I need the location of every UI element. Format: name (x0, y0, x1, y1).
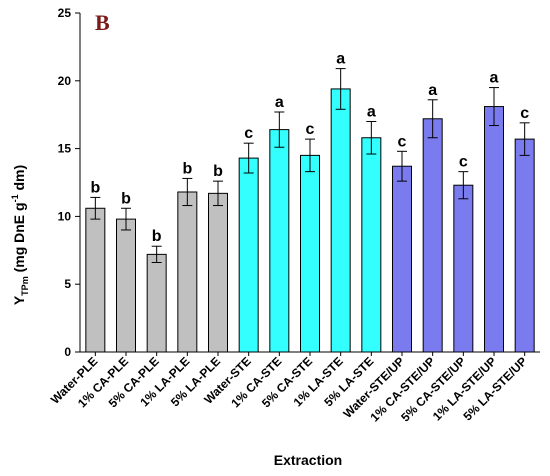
significance-label-5: c (244, 125, 253, 142)
bar-5 (238, 157, 259, 353)
bar-14 (514, 138, 535, 353)
y-axis-title: YTPm (mg DnE g-1 dm) (10, 165, 30, 305)
significance-label-12: c (459, 154, 468, 171)
significance-label-0: b (90, 179, 100, 196)
y-axis-title-rest: (mg DnE g (11, 202, 27, 276)
bar-8 (330, 88, 351, 353)
significance-label-1: b (121, 190, 131, 207)
significance-label-2: b (152, 228, 162, 245)
bar-9 (361, 137, 382, 353)
significance-label-9: a (367, 103, 376, 120)
y-tick-label-3: 15 (58, 142, 72, 156)
bar-0 (85, 207, 106, 353)
significance-label-13: a (490, 70, 499, 87)
y-axis-title-end: dm) (11, 165, 27, 195)
significance-label-7: c (306, 121, 315, 138)
significance-label-6: a (275, 94, 284, 111)
bar-1 (116, 218, 136, 353)
bar-6 (269, 129, 290, 353)
panel-label: B (95, 10, 110, 35)
significance-label-4: b (213, 163, 223, 180)
bar-12 (453, 184, 474, 353)
x-axis-title: Extraction (274, 452, 342, 468)
bar-11 (422, 118, 443, 353)
y-tick-label-0: 0 (64, 345, 71, 359)
bar-7 (300, 154, 320, 353)
bar-13 (484, 106, 504, 353)
bar-2 (146, 253, 167, 353)
significance-label-14: c (520, 105, 529, 122)
y-tick-label-2: 10 (58, 209, 72, 223)
y-tick-label-1: 5 (64, 277, 71, 291)
significance-label-10: c (398, 133, 407, 150)
significance-label-8: a (336, 51, 345, 68)
bar-4 (208, 192, 228, 353)
y-tick-label-4: 20 (58, 74, 72, 88)
significance-label-11: a (428, 82, 437, 99)
y-tick-label-5: 25 (58, 6, 72, 20)
bar-3 (177, 191, 198, 353)
significance-label-3: b (182, 160, 192, 177)
y-axis-title-main: Y (11, 295, 27, 305)
svg-text:YTPm (mg DnE g-1 dm): YTPm (mg DnE g-1 dm) (10, 165, 30, 305)
bar-10 (392, 165, 412, 353)
y-axis-title-sup: -1 (10, 194, 20, 202)
y-axis-title-sub: TPm (20, 276, 30, 296)
